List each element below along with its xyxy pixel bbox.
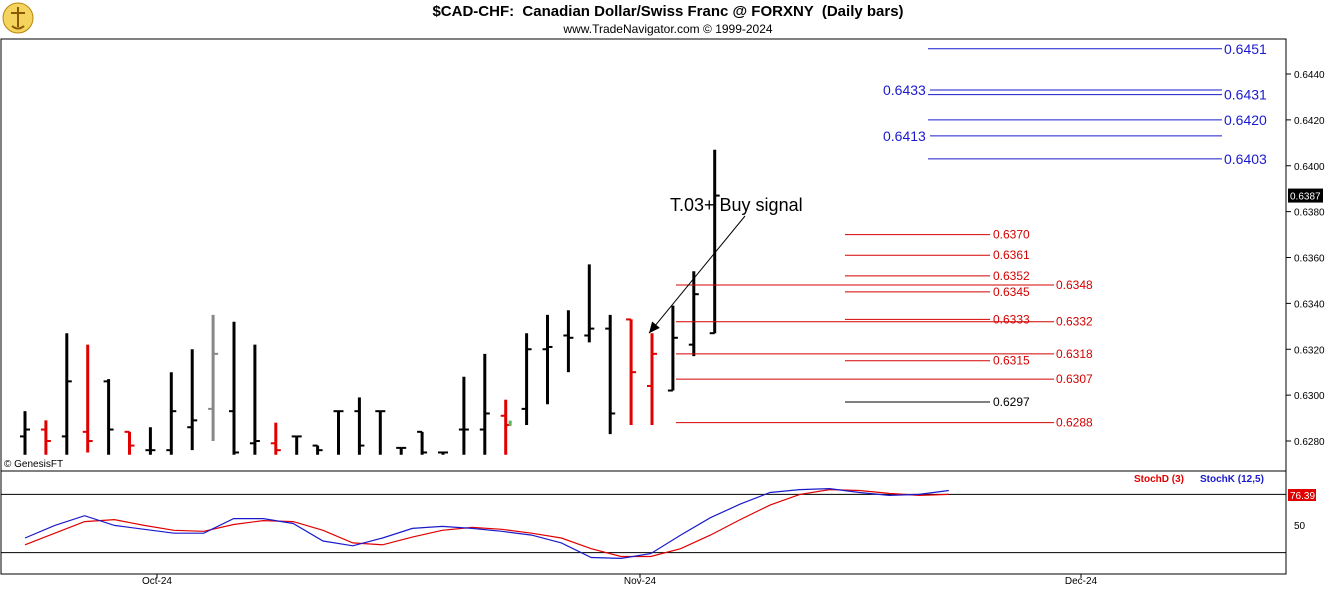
ohlc-bar — [667, 305, 678, 392]
price-tick-label: 0.6420 — [1294, 116, 1325, 127]
chart-subtitle: www.TradeNavigator.com © 1999-2024 — [563, 22, 773, 36]
ohlc-bar — [82, 344, 93, 453]
ohlc-bar — [458, 376, 469, 455]
red-level-label: 0.6315 — [993, 354, 1030, 368]
annotation-arrow-line — [648, 215, 746, 334]
ohlc-bar — [563, 310, 574, 373]
ohlc-bar — [396, 446, 407, 455]
buy-signal-annotation: T.03+ Buy signal — [648, 195, 803, 334]
ohlc-bar — [542, 314, 553, 405]
price-tick-label: 0.6320 — [1294, 345, 1325, 356]
price-axis: 0.6440 0.6420 0.6400 0.6380 0.6360 0.6340 0.63… — [1286, 70, 1325, 448]
ohlc-bar — [438, 451, 448, 455]
blue-level-label: 0.6433 — [883, 82, 926, 98]
price-tick-label: 0.6380 — [1294, 208, 1325, 219]
stoch-reference-lines — [1, 493, 1286, 554]
red-level-label: 0.6361 — [993, 248, 1030, 262]
ohlc-bar — [187, 349, 198, 451]
red-level-label: 0.6307 — [1056, 372, 1093, 386]
red-level-label: 0.6333 — [993, 312, 1030, 326]
ohlc-bar — [375, 410, 386, 455]
ohlc-bar — [20, 411, 30, 455]
ohlc-bar — [124, 430, 135, 455]
red-level-label: 0.6288 — [1056, 416, 1093, 430]
stoch-axis-label-50: 50 — [1294, 521, 1306, 532]
blue-level-label: 0.6403 — [1224, 151, 1267, 167]
ohlc-bar — [500, 399, 511, 455]
price-panel-frame — [0, 38, 1287, 472]
red-level-label: 0.6332 — [1056, 315, 1093, 329]
last-price-label: 0.6387 — [1290, 192, 1321, 203]
price-tick-label: 0.6440 — [1294, 70, 1325, 81]
ohlc-bar — [166, 372, 177, 455]
blue-level-label: 0.6420 — [1224, 112, 1267, 128]
blue-level-label: 0.6431 — [1224, 87, 1267, 103]
watermark: © GenesisFT — [4, 459, 63, 470]
ohlc-bar — [40, 420, 51, 455]
date-tick-label: Oct-24 — [142, 576, 172, 587]
ohlc-bar — [145, 427, 156, 455]
stoch-d-legend: StochD (3) — [1134, 474, 1184, 485]
stoch-d-badge — [1288, 489, 1316, 501]
red-level-label: 0.6370 — [993, 228, 1030, 242]
date-tick-label: Dec-24 — [1065, 576, 1098, 587]
ohlc-bar — [688, 271, 699, 357]
ohlc-bar — [291, 435, 302, 455]
price-tick-label: 0.6400 — [1294, 162, 1325, 173]
ohlc-bar — [626, 318, 637, 425]
stoch-d-line — [24, 488, 949, 558]
tradenavigator-logo-icon — [2, 2, 34, 34]
price-tick-label: 0.6280 — [1294, 437, 1325, 448]
red-level-label: 0.6352 — [993, 269, 1030, 283]
annotation-text: T.03+ Buy signal — [670, 195, 803, 215]
ohlc-bar — [521, 333, 532, 425]
price-levels: 0.6451 0.6433 0.6431 0.6420 0.6413 0.6403 0.63… — [676, 41, 1267, 430]
red-level-label: 0.6345 — [993, 285, 1030, 299]
stoch-panel-frame — [0, 470, 1287, 575]
ohlc-bar — [333, 410, 344, 455]
ohlc-bar — [354, 397, 365, 455]
ohlc-bar — [647, 333, 657, 425]
ohlc-bar — [709, 149, 720, 335]
stoch-k-legend: StochK (12,5) — [1200, 474, 1264, 485]
ohlc-bar — [605, 314, 616, 435]
blue-level-label: 0.6451 — [1224, 41, 1267, 57]
ohlc-bar — [270, 422, 281, 455]
ohlc-bar — [208, 314, 219, 441]
black-level-label: 0.6297 — [993, 395, 1030, 409]
ohlc-bar — [249, 344, 260, 455]
date-tick-label: Nov-24 — [624, 576, 657, 587]
red-level-label: 0.6348 — [1056, 278, 1093, 292]
date-axis: Oct-24 Nov-24 Dec-24 — [142, 574, 1098, 587]
ohlc-bar — [312, 444, 323, 455]
price-bars — [20, 149, 720, 455]
ohlc-bar — [61, 333, 72, 455]
ohlc-bar — [584, 264, 595, 343]
stoch-d-value: 76.39 — [1290, 491, 1315, 502]
blue-level-label: 0.6413 — [883, 128, 926, 144]
stochastic-lines: 76.39 — [24, 487, 1316, 560]
annotation-arrow-head — [649, 321, 660, 334]
last-price-badge — [1288, 188, 1323, 203]
price-tick-label: 0.6340 — [1294, 299, 1325, 310]
red-level-label: 0.6318 — [1056, 347, 1093, 361]
ohlc-bar — [229, 321, 239, 455]
ohlc-bar — [417, 430, 428, 455]
stoch-k-line — [24, 487, 949, 560]
chart-title: $CAD-CHF: Canadian Dollar/Swiss Franc @ … — [432, 3, 904, 20]
ohlc-bar — [479, 353, 490, 455]
price-tick-label: 0.6300 — [1294, 391, 1325, 402]
signal-marker — [508, 420, 512, 426]
price-tick-label: 0.6360 — [1294, 254, 1325, 265]
ohlc-bar — [103, 379, 114, 455]
